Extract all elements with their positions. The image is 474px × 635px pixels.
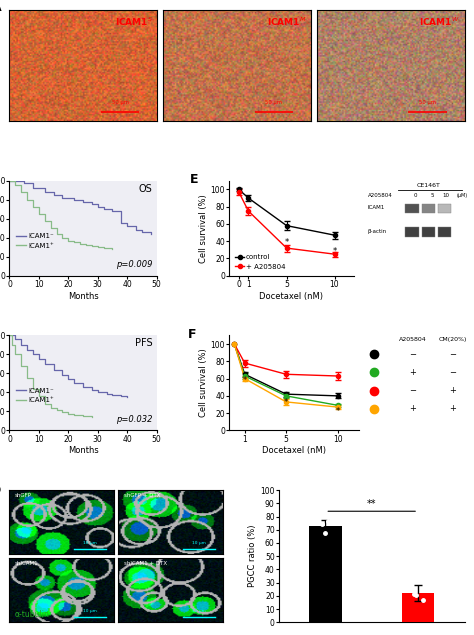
Text: 50 μm: 50 μm bbox=[419, 100, 436, 105]
Text: shGFP: shGFP bbox=[15, 493, 32, 498]
Text: 10 μm: 10 μm bbox=[83, 609, 97, 613]
Text: 10 μm: 10 μm bbox=[192, 540, 206, 545]
Text: 0: 0 bbox=[414, 193, 418, 198]
Text: 10 μm: 10 μm bbox=[192, 609, 206, 613]
Text: *: * bbox=[284, 238, 289, 248]
Text: ICAM1$^S$: ICAM1$^S$ bbox=[115, 15, 153, 27]
Text: p=0.009: p=0.009 bbox=[116, 260, 152, 269]
Y-axis label: Cell survival (%): Cell survival (%) bbox=[199, 349, 208, 417]
Text: A: A bbox=[0, 1, 1, 13]
Y-axis label: PGCC ratio (%): PGCC ratio (%) bbox=[248, 525, 257, 587]
Bar bbox=[405, 204, 419, 213]
Bar bbox=[422, 204, 435, 213]
Legend: control, + A205804: control, + A205804 bbox=[233, 251, 288, 272]
Text: ICAM1$^M$: ICAM1$^M$ bbox=[267, 15, 306, 27]
Text: −: − bbox=[449, 368, 456, 377]
Text: shICAM1 + DTX: shICAM1 + DTX bbox=[124, 561, 167, 566]
Text: 10 μm: 10 μm bbox=[83, 540, 97, 545]
Text: ICAM1$^W$: ICAM1$^W$ bbox=[419, 15, 460, 27]
Text: +: + bbox=[449, 404, 456, 413]
Text: OS: OS bbox=[138, 184, 152, 194]
Legend: ICAM1⁻, ICAM1⁺: ICAM1⁻, ICAM1⁺ bbox=[13, 385, 57, 406]
X-axis label: Docetaxel (nM): Docetaxel (nM) bbox=[259, 291, 323, 301]
Text: p=0.032: p=0.032 bbox=[116, 415, 152, 424]
Text: F: F bbox=[188, 328, 196, 341]
Text: 10: 10 bbox=[443, 193, 450, 198]
Text: 5: 5 bbox=[430, 193, 434, 198]
Bar bbox=[422, 227, 435, 237]
Legend: ICAM1⁻, ICAM1⁺: ICAM1⁻, ICAM1⁺ bbox=[13, 231, 57, 251]
Text: α-tubulin: α-tubulin bbox=[14, 610, 49, 619]
Text: **: ** bbox=[367, 499, 376, 509]
Text: −: − bbox=[409, 386, 416, 395]
Text: ICAM1: ICAM1 bbox=[368, 205, 385, 210]
X-axis label: Months: Months bbox=[68, 446, 99, 455]
Text: A205804: A205804 bbox=[399, 337, 426, 342]
X-axis label: Docetaxel (nM): Docetaxel (nM) bbox=[262, 446, 326, 455]
Text: +: + bbox=[409, 404, 416, 413]
Text: shGFP + DTX: shGFP + DTX bbox=[124, 493, 160, 498]
Text: *: * bbox=[336, 407, 340, 416]
Text: D: D bbox=[0, 484, 1, 497]
Bar bbox=[309, 526, 342, 622]
Bar bbox=[438, 227, 451, 237]
Text: E: E bbox=[190, 173, 198, 186]
Text: PFS: PFS bbox=[135, 338, 152, 348]
Text: (μM): (μM) bbox=[456, 193, 467, 198]
Text: 50 μm: 50 μm bbox=[112, 100, 129, 105]
Text: +: + bbox=[409, 368, 416, 377]
Y-axis label: Cell survival (%): Cell survival (%) bbox=[199, 194, 208, 263]
Bar bbox=[402, 593, 434, 622]
Text: β-actin: β-actin bbox=[368, 229, 387, 234]
Text: CM(20%): CM(20%) bbox=[438, 337, 467, 342]
Text: *: * bbox=[243, 376, 247, 385]
Text: *: * bbox=[284, 398, 288, 407]
Bar bbox=[405, 227, 419, 237]
Text: +: + bbox=[449, 386, 456, 395]
Text: CE146T: CE146T bbox=[417, 183, 441, 187]
Bar bbox=[438, 204, 451, 213]
Text: *: * bbox=[332, 247, 337, 256]
Text: 50 μm: 50 μm bbox=[265, 100, 283, 105]
Text: −: − bbox=[449, 350, 456, 359]
Text: shICAM1: shICAM1 bbox=[15, 561, 38, 566]
X-axis label: Months: Months bbox=[68, 291, 99, 301]
Text: −: − bbox=[409, 350, 416, 359]
Text: A205804: A205804 bbox=[368, 193, 392, 198]
